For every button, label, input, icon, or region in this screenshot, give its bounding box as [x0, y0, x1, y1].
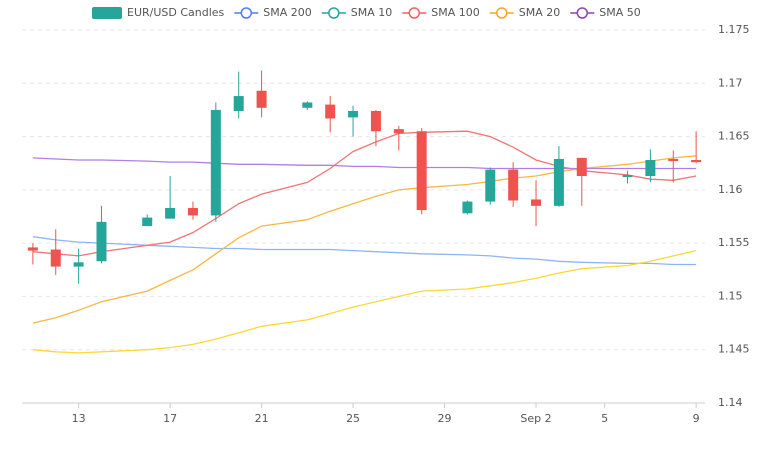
sma-line	[32, 249, 697, 354]
candle-body	[393, 129, 404, 134]
candle-body	[27, 247, 38, 251]
x-tick-label: Sep 2	[520, 412, 551, 425]
x-tick-label: 29	[438, 412, 452, 425]
legend-label: SMA 100	[431, 6, 480, 19]
y-tick-label: 1.145	[718, 343, 750, 356]
candle-body	[508, 169, 519, 201]
candle-body	[96, 221, 107, 262]
candle-body	[531, 199, 542, 206]
candle-body	[553, 158, 564, 206]
y-tick-label: 1.14	[718, 396, 743, 409]
candle-body	[462, 201, 473, 214]
candle-body	[210, 109, 221, 216]
legend-swatch	[92, 7, 122, 19]
legend-marker	[496, 7, 508, 19]
legend-marker	[576, 7, 589, 19]
y-tick-label: 1.15	[718, 289, 743, 302]
candle-body	[256, 90, 267, 108]
candle-body	[348, 110, 359, 118]
sma-line	[32, 130, 697, 257]
candle-body	[165, 207, 176, 219]
sma-line	[32, 155, 697, 324]
candle-body	[233, 96, 244, 111]
sma-line	[32, 236, 697, 266]
x-tick-label: 5	[601, 412, 608, 425]
x-tick-label: 13	[72, 412, 86, 425]
y-tick-label: 1.16	[718, 183, 743, 196]
legend-marker	[408, 7, 421, 19]
legend-label: SMA 200	[263, 6, 312, 19]
legend-label: SMA 10	[351, 6, 393, 19]
candle-body	[668, 158, 679, 162]
y-tick-label: 1.175	[718, 23, 750, 36]
legend-marker	[328, 7, 340, 19]
candle-body	[302, 102, 313, 108]
candle-body	[691, 160, 702, 163]
legend-label: SMA 20	[519, 6, 561, 19]
y-tick-label: 1.165	[718, 130, 750, 143]
candle-body	[187, 207, 198, 216]
candle-body	[142, 217, 153, 227]
x-tick-label: 9	[693, 412, 700, 425]
legend-label: SMA 50	[599, 6, 641, 19]
candle-body	[325, 104, 336, 119]
candle-body	[50, 249, 61, 267]
y-tick-label: 1.17	[718, 76, 743, 89]
candle-body	[73, 262, 84, 267]
legend-marker	[240, 7, 253, 19]
candle-body	[485, 169, 496, 202]
candle-body	[576, 157, 587, 177]
x-tick-label: 21	[255, 412, 269, 425]
candle-body	[370, 110, 381, 132]
x-tick-label: 17	[163, 412, 177, 425]
candle-body	[416, 131, 427, 211]
candle-body	[645, 160, 656, 177]
x-tick-label: 25	[346, 412, 360, 425]
y-tick-label: 1.155	[718, 236, 750, 249]
legend-label: EUR/USD Candles	[127, 6, 225, 19]
candle-body	[622, 174, 633, 178]
